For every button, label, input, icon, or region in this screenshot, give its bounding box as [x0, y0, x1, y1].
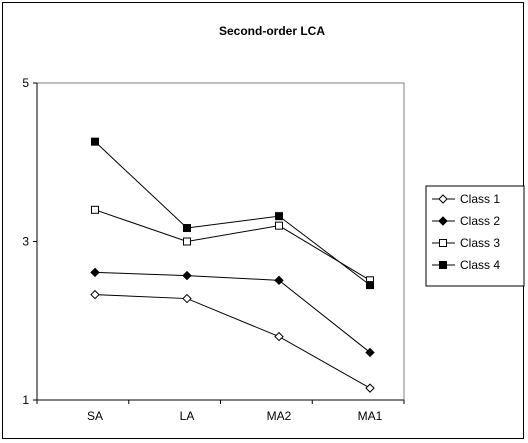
data-point — [274, 331, 284, 342]
series-line — [94, 294, 371, 389]
data-point — [365, 347, 375, 358]
data-point — [365, 383, 375, 393]
y-tick-label: 3 — [22, 235, 29, 249]
x-tick-label: LA — [180, 409, 195, 423]
chart-title: Second-order LCA — [219, 24, 325, 38]
legend-marker — [439, 261, 447, 269]
series-line — [94, 209, 371, 281]
x-tick-label: SA — [87, 409, 103, 423]
data-point — [183, 224, 191, 233]
legend-label: Class 4 — [460, 258, 500, 272]
legend-label: Class 1 — [460, 192, 500, 206]
data-point — [275, 212, 283, 221]
legend-marker — [438, 194, 448, 204]
series-line — [94, 271, 371, 353]
y-tick-label: 5 — [22, 76, 29, 90]
data-point — [274, 275, 284, 286]
legend-item: Class 2 — [432, 214, 500, 228]
data-point — [91, 205, 99, 214]
legend: Class 1 Class 2 Class 3 Class 4 — [425, 185, 525, 287]
legend-label: Class 2 — [460, 214, 500, 228]
legend-box — [425, 185, 525, 287]
data-point — [366, 281, 374, 290]
data-point — [90, 267, 100, 278]
data-point — [182, 293, 192, 304]
x-tick-label: MA2 — [267, 409, 292, 423]
y-tick-label: 1 — [22, 393, 29, 407]
legend-marker — [438, 216, 448, 226]
plot-area — [36, 82, 405, 401]
series-4 — [91, 137, 374, 290]
data-point — [90, 289, 100, 300]
data-point — [183, 237, 191, 246]
data-point — [182, 270, 192, 281]
x-tick-label: MA1 — [358, 409, 383, 423]
data-point — [91, 137, 99, 146]
legend-item: Class 4 — [432, 258, 500, 272]
legend-label: Class 3 — [460, 236, 500, 250]
axes: 1 3 5 SA LA MA2 MA1 — [22, 76, 405, 423]
data-point — [275, 221, 283, 230]
legend-item: Class 3 — [432, 236, 500, 250]
series-3 — [91, 205, 374, 285]
series-line — [94, 141, 371, 286]
series-layer — [90, 137, 375, 393]
legend-item: Class 1 — [432, 192, 500, 206]
series-2 — [90, 267, 375, 358]
series-1 — [90, 289, 375, 393]
legend-marker — [439, 239, 447, 247]
